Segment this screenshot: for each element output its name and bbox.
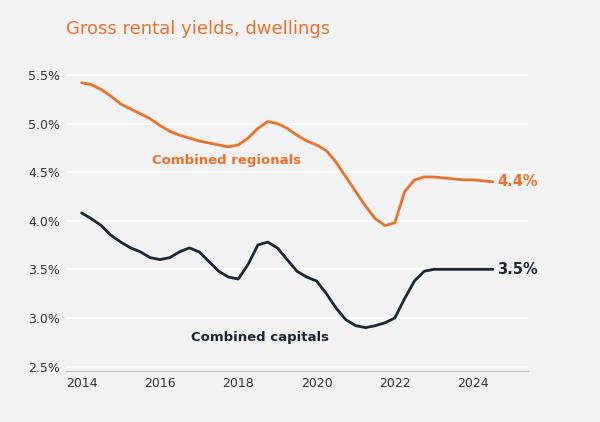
Text: Gross rental yields, dwellings: Gross rental yields, dwellings: [66, 20, 330, 38]
Text: 4.4%: 4.4%: [497, 174, 538, 189]
Text: Combined capitals: Combined capitals: [191, 331, 329, 344]
Text: Combined regionals: Combined regionals: [152, 154, 301, 168]
Text: 3.5%: 3.5%: [497, 262, 538, 277]
